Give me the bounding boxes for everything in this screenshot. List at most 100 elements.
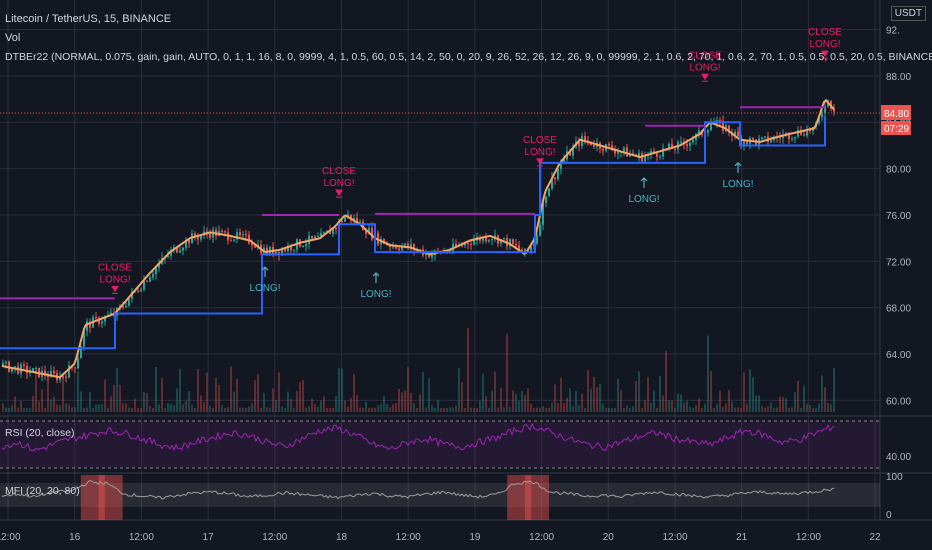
candle-body [371,227,373,240]
volume-bar [26,407,28,412]
volume-bar [167,403,169,412]
volume-bar [188,391,190,412]
volume-bar [200,395,202,412]
countdown-text: 07:29 [884,124,909,135]
volume-bar [677,393,679,412]
volume-bar [815,407,817,412]
candle-body [353,217,355,221]
close-signal-arrow-icon [821,50,829,59]
volume-bar [176,388,178,412]
volume-bar [827,402,829,412]
x-tick-label: 12:00 [396,532,421,543]
volume-bar [161,378,163,412]
candle-body [521,249,523,253]
mfi-label: MFI (20, 20, 80) [5,485,80,497]
volume-bar [290,398,292,412]
volume-bar [362,407,364,412]
volume-bar [491,390,493,412]
volume-bar [254,380,256,412]
volume-bar [305,407,307,412]
volume-bar [68,404,70,412]
candle-body [608,144,610,146]
y-tick-label: 64.00 [886,350,911,361]
candle-body [239,232,241,236]
x-tick-label: 12:00 [262,532,287,543]
volume-bar [716,403,718,412]
volume-bar [386,403,388,412]
volume-bar [734,407,736,412]
volume-bar [512,390,514,412]
candle-body [104,316,106,322]
candle-body [719,120,721,122]
volume-bar [47,380,49,412]
close-signal-arrow-icon [335,189,343,198]
volume-bar [5,407,7,412]
candle-body [392,246,394,248]
volume-bar [146,393,148,412]
candle-body [584,136,586,141]
volume-bar [272,388,274,412]
volume-bar [611,408,613,412]
close-long-signal-label: LONG! [524,147,555,158]
volume-bar [392,404,394,412]
volume-bar [560,377,562,412]
candle-body [155,267,157,275]
volume-bar [236,378,238,412]
volume-bar [521,391,523,412]
candle-body [833,108,835,112]
volume-bar [647,376,649,412]
candle-body [317,236,319,238]
volume-bar [476,407,478,412]
candle-body [818,117,820,124]
currency-unit-badge[interactable]: USDT [890,6,926,21]
volume-bar [2,403,4,412]
volume-bar [698,398,700,412]
candle-body [29,372,31,374]
volume-bar [263,392,265,412]
volume-bar [608,407,610,412]
candle-body [431,254,433,258]
candle-body [182,247,184,251]
volume-bar [506,333,508,412]
volume-bar [473,407,475,412]
volume-bar [299,382,301,412]
candle-body [50,370,52,378]
candle-body [302,246,304,248]
close-signal-arrow-icon [701,73,709,82]
candle-body [770,140,772,143]
last-price-badge [881,105,911,121]
candle-body [536,235,538,244]
candle-body [83,330,85,347]
volume-bar [605,407,607,412]
volume-bar [266,407,268,412]
volume-bar [125,403,127,412]
close-signal-arrow-icon [536,158,544,167]
volume-bar [179,369,181,412]
volume-bar [20,400,22,412]
candle-body [779,137,781,139]
volume-bar [374,407,376,412]
volume-bar [395,403,397,412]
volume-bar [737,407,739,412]
candle-body [197,237,199,240]
candle-body [821,112,823,118]
volume-bar [140,407,142,412]
volume-bar [728,389,730,412]
candle-body [398,248,400,251]
volume-bar [338,367,340,412]
x-tick-label: 12:00 [529,532,554,543]
candle-body [728,125,730,133]
candle-body [185,239,187,248]
volume-bar [215,378,217,412]
volume-bar [260,407,262,412]
volume-bar [209,405,211,412]
candle-body [539,224,541,236]
candle-body [326,230,328,233]
x-tick-label: 18 [336,532,348,543]
candle-body [788,132,790,140]
volume-bar [788,407,790,412]
volume-bar [149,406,151,412]
volume-bar [191,404,193,412]
volume-bar [182,404,184,412]
volume-bar [485,396,487,412]
